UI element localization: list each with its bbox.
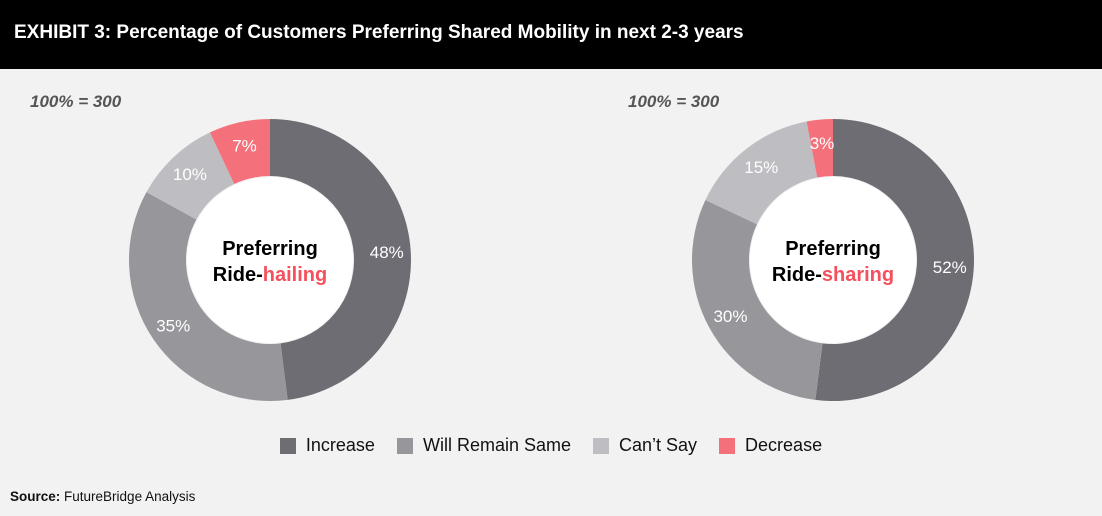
center-label-line2-chart1: Ride-hailing <box>213 264 327 286</box>
slice-cant-say-chart2 <box>705 121 818 225</box>
center-label-prefix-chart1: Ride- <box>213 264 263 286</box>
exhibit-header: EXHIBIT 3: Percentage of Customers Prefe… <box>0 0 1102 69</box>
donut-center-chart2 <box>750 177 916 343</box>
center-label-line1-chart1: Preferring <box>222 238 318 260</box>
legend-item-cant-say: Can’t Say <box>593 435 697 456</box>
legend-label-cant-say: Can’t Say <box>619 435 698 455</box>
slice-label-increase-chart2: 52% <box>933 258 967 277</box>
base-label-right: 100% = 300 <box>628 92 720 111</box>
slice-same-chart2 <box>692 199 823 400</box>
legend-swatch-decrease <box>719 437 736 454</box>
slice-increase-chart2 <box>815 119 974 402</box>
source-text: FutureBridge Analysis <box>64 489 196 504</box>
page-title: EXHIBIT 3: Percentage of Customers Prefe… <box>14 22 744 43</box>
center-label-highlight-chart2: sharing <box>822 264 894 286</box>
legend-label-decrease: Decrease <box>745 435 823 455</box>
legend: Increase Will Remain Same Can’t Say Decr… <box>0 435 1102 456</box>
slice-decrease-chart1 <box>209 119 270 184</box>
slice-label-same-chart1: 35% <box>156 316 190 335</box>
slice-label-same-chart2: 30% <box>713 307 747 326</box>
legend-label-same: Will Remain Same <box>422 435 571 455</box>
legend-item-increase: Increase <box>279 435 375 456</box>
legend-label-increase: Increase <box>305 435 375 455</box>
legend-item-same: Will Remain Same <box>396 435 571 456</box>
center-label-highlight-chart1: hailing <box>263 264 327 286</box>
center-label-prefix-chart2: Ride- <box>772 264 822 286</box>
legend-item-decrease: Decrease <box>719 435 822 456</box>
base-label-left: 100% = 300 <box>30 92 122 111</box>
donut-center-chart1 <box>187 177 353 343</box>
slice-increase-chart1 <box>270 119 412 400</box>
center-label-line1-chart2: Preferring <box>785 238 881 260</box>
legend-swatch-same <box>396 437 413 454</box>
slice-label-cant-say-chart1: 10% <box>173 165 207 184</box>
source-label: Source: <box>10 489 61 504</box>
center-label-line2-chart2: Ride-sharing <box>772 264 894 286</box>
slice-label-cant-say-chart2: 15% <box>744 158 778 177</box>
slice-decrease-chart2 <box>806 119 833 178</box>
legend-swatch-cant-say <box>593 437 609 454</box>
slice-label-decrease-chart1: 7% <box>232 136 257 155</box>
slice-label-increase-chart1: 48% <box>370 243 404 262</box>
legend-swatch-increase <box>279 437 296 454</box>
source-note: Source: FutureBridge Analysis <box>10 489 195 504</box>
slice-same-chart1 <box>129 192 288 401</box>
slice-label-decrease-chart2: 3% <box>810 134 835 153</box>
slice-cant-say-chart1 <box>146 132 235 220</box>
